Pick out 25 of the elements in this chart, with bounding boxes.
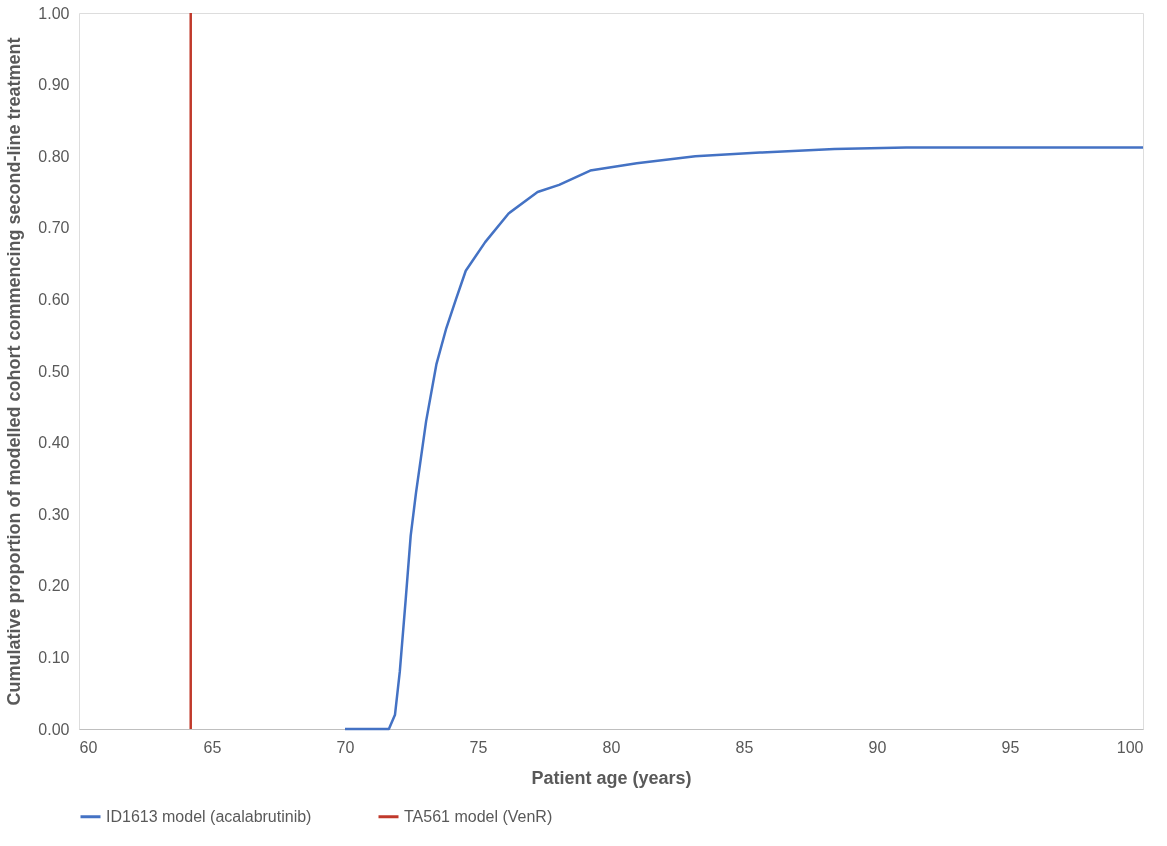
y-tick-label: 0.90 xyxy=(38,76,70,94)
x-tick-label: 95 xyxy=(1001,738,1020,756)
y-tick-label: 0.30 xyxy=(38,505,70,523)
x-tick-label: 85 xyxy=(735,738,754,756)
y-tick-label: 0.50 xyxy=(38,362,70,380)
x-tick-label: 65 xyxy=(203,738,222,756)
x-tick-label: 70 xyxy=(336,738,355,756)
x-tick-label: 90 xyxy=(868,738,887,756)
y-tick-label: 1.00 xyxy=(38,4,70,22)
legend-label: TA561 model (VenR) xyxy=(404,807,553,825)
y-tick-label: 0.00 xyxy=(38,720,70,738)
x-tick-label: 60 xyxy=(79,738,98,756)
legend-label: ID1613 model (acalabrutinib) xyxy=(106,807,312,825)
y-tick-label: 0.70 xyxy=(38,219,70,237)
y-tick-label: 0.60 xyxy=(38,290,70,308)
y-tick-label: 0.80 xyxy=(38,147,70,165)
x-tick-label: 100 xyxy=(1116,738,1144,756)
y-tick-label: 0.10 xyxy=(38,648,70,666)
y-tick-label: 0.20 xyxy=(38,577,70,595)
y-tick-label: 0.40 xyxy=(38,434,70,452)
line-series xyxy=(343,146,1145,731)
y-axis-title: Cumulative proportion of modelled cohort commencing second-line treatment xyxy=(4,37,25,706)
x-tick-label: 75 xyxy=(469,738,488,756)
x-axis-title: Patient age (years) xyxy=(531,767,692,788)
x-tick-label: 80 xyxy=(602,738,621,756)
